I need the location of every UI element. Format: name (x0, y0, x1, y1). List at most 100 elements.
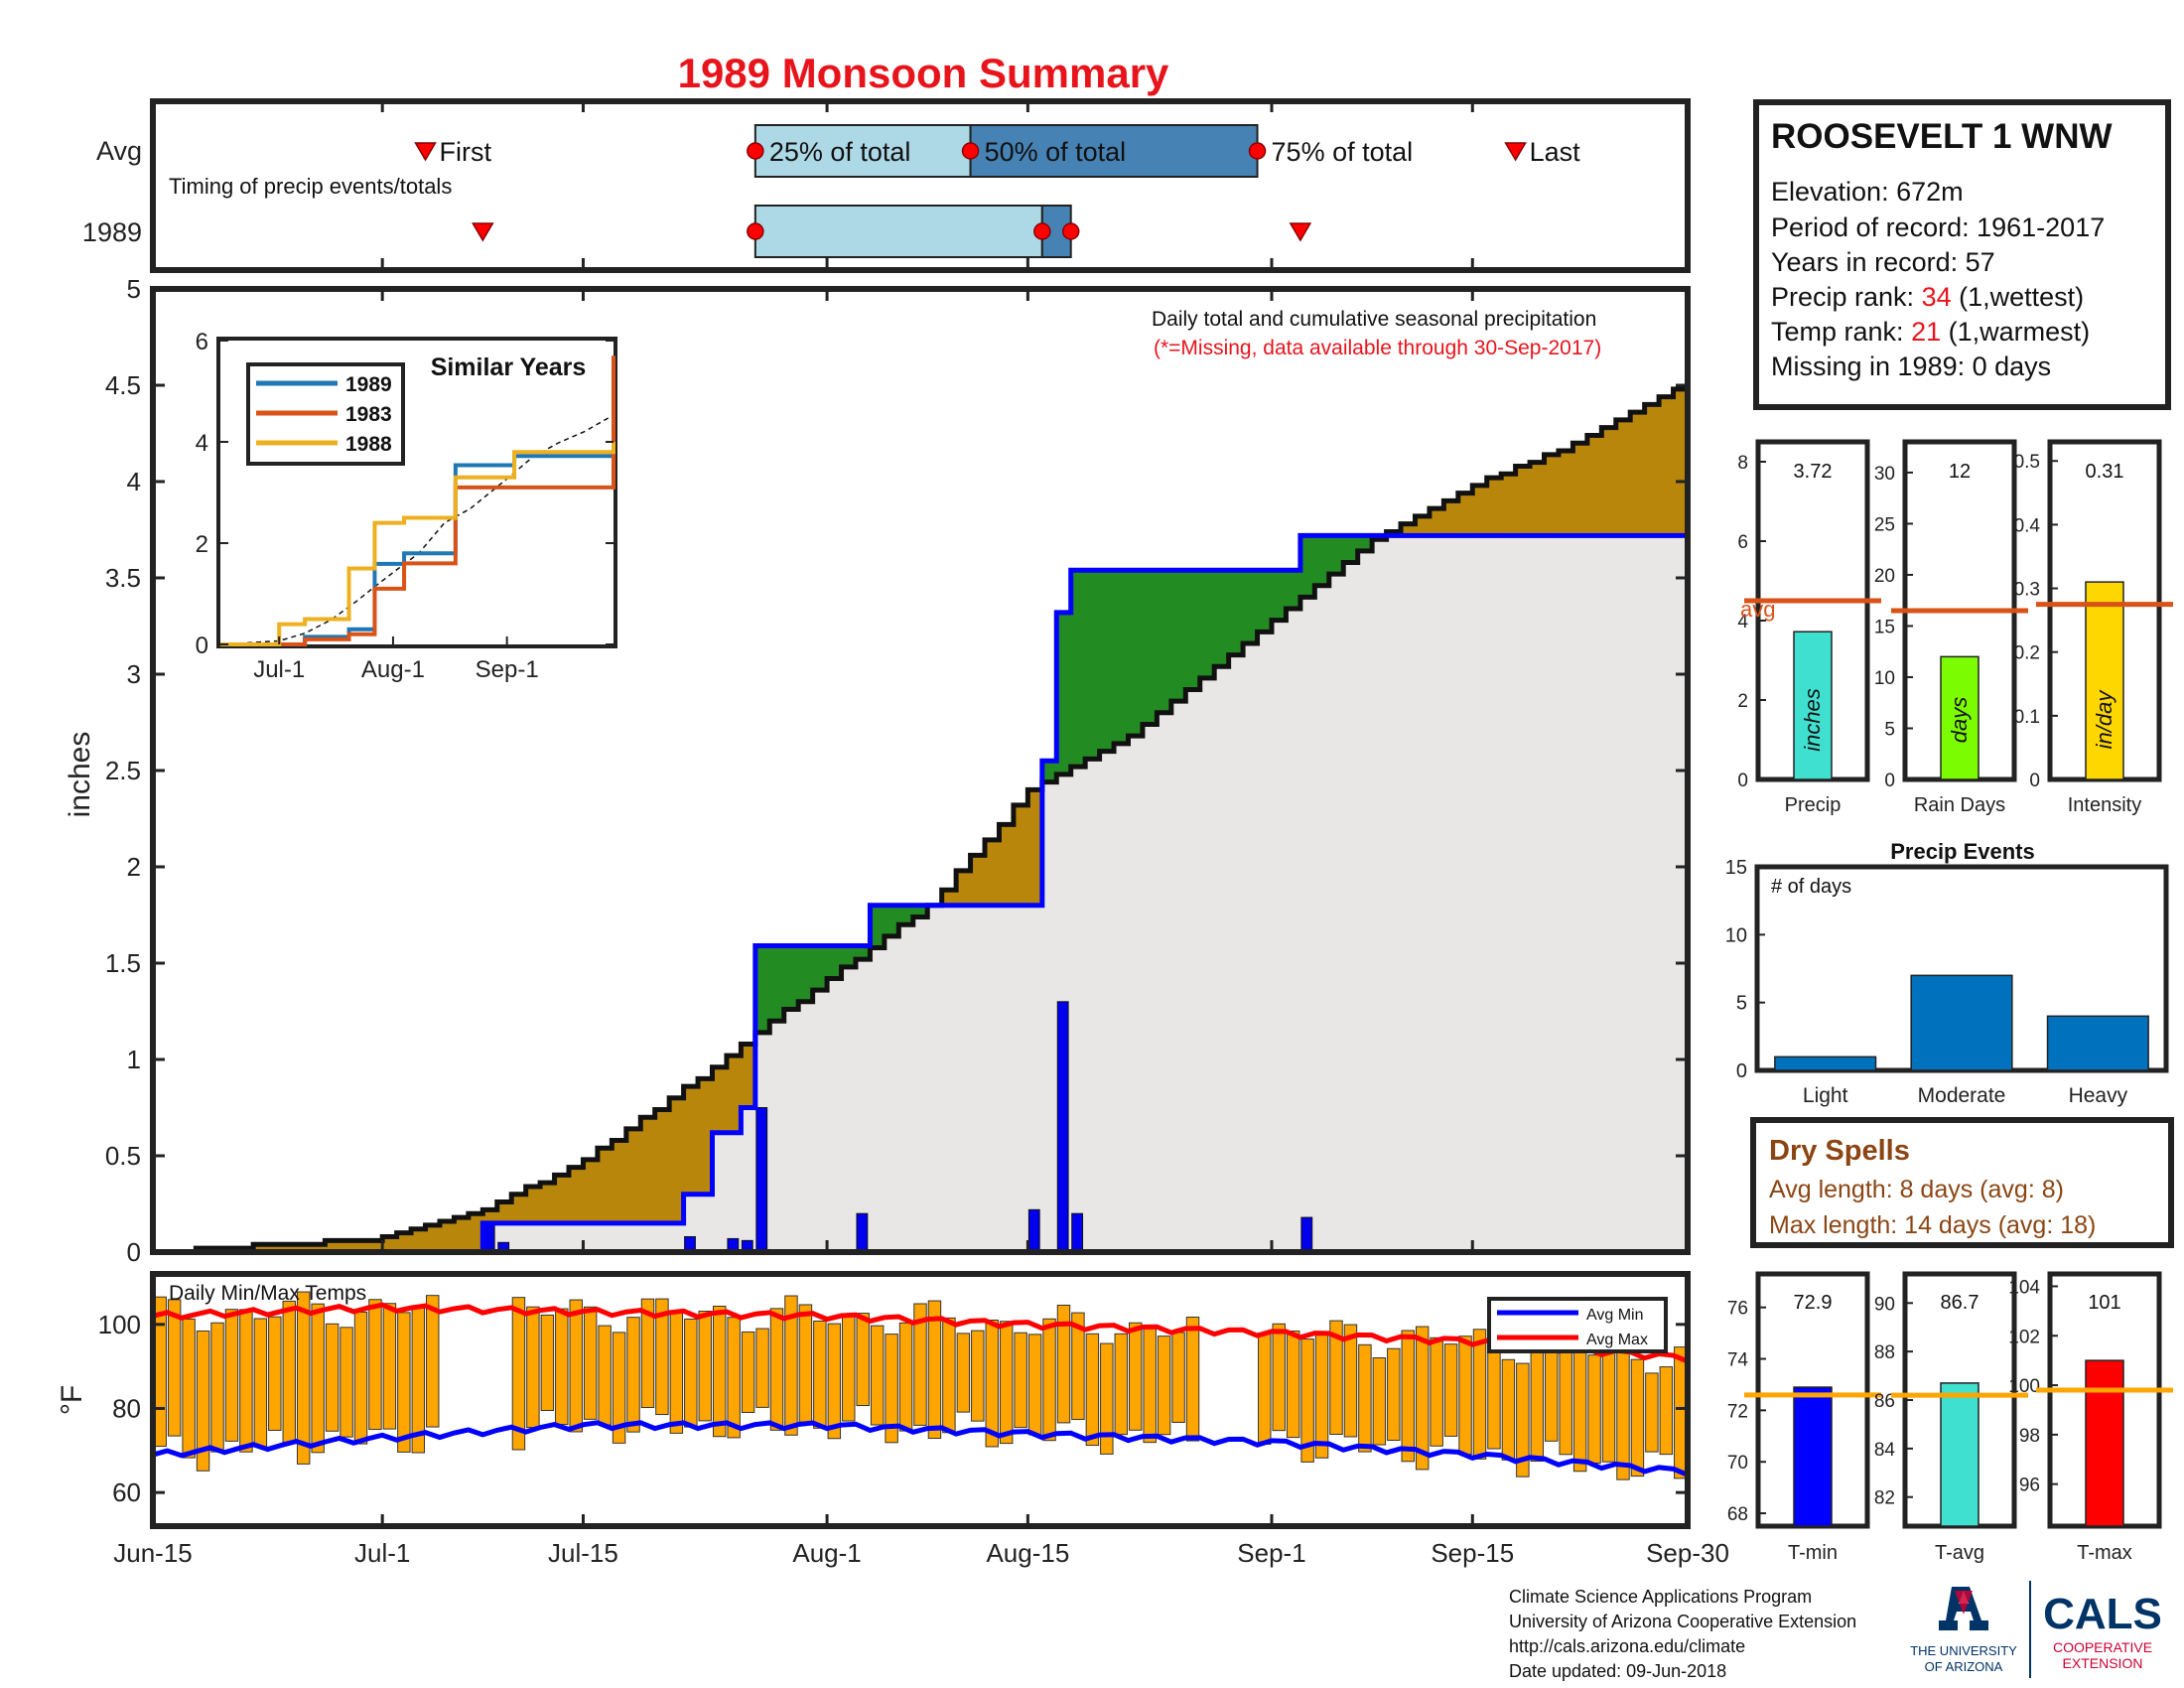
dry-spells-avg: Avg length: 8 days (avg: 8) (1769, 1176, 2064, 1203)
daily-temp-bar (885, 1334, 898, 1444)
above-average-area (1228, 570, 1244, 655)
cumulative-base-area (999, 905, 1015, 1252)
daily-temp-bar (239, 1309, 253, 1453)
summary-tick-label: 0.4 (2014, 515, 2041, 536)
cumulative-base-area (898, 924, 914, 1252)
cumulative-base-area (1314, 585, 1330, 1252)
cumulative-base-area (1070, 767, 1086, 1252)
ua-line2: OF ARIZONA (1925, 1659, 2003, 1674)
summary-bar-precip (1793, 631, 1833, 780)
above-average-area (1128, 570, 1144, 737)
above-average-area (1299, 535, 1315, 598)
timing-label-75: 75% of total (1272, 137, 1414, 167)
y-tick-label: 2 (127, 852, 141, 882)
temp-summary-value-tmin: 72.9 (1794, 1292, 1833, 1314)
daily-temp-bar (927, 1300, 942, 1440)
summary-avg-label: avg (1740, 597, 1775, 622)
daily-temp-bar (1129, 1322, 1143, 1431)
below-average-area (525, 1187, 541, 1223)
temp-summary-tick-label: 84 (1874, 1440, 1896, 1461)
cumulative-base-area (1472, 535, 1488, 1252)
daily-temp-bar (1443, 1343, 1458, 1437)
daily-temp-bar (755, 1328, 769, 1408)
summary-tick-label: 0.3 (2014, 580, 2040, 601)
daily-temp-bar (999, 1321, 1014, 1445)
cumulative-base-area (1443, 535, 1459, 1252)
daily-temp-bar (224, 1309, 239, 1442)
y-tick-label: 2.5 (105, 756, 141, 785)
cumulative-base-area (1515, 535, 1531, 1252)
precip-events-ylabel: # of days (1771, 876, 1851, 898)
legend-label-1983: 1983 (345, 403, 392, 426)
above-average-area (1271, 570, 1288, 621)
below-average-area (712, 1066, 728, 1133)
daily-temp-bar (598, 1325, 612, 1426)
observed-cumulative-line (153, 532, 1688, 1255)
cumulative-base-area (511, 1222, 527, 1252)
daily-temp-bar (1300, 1338, 1314, 1463)
summary-box-precip (1755, 439, 1870, 782)
below-average-area (1659, 396, 1675, 536)
temp-summary-label-tavg: T-avg (1935, 1542, 1984, 1564)
inset-y-label: 0 (196, 633, 208, 659)
temp-summary-label-tmin: T-min (1788, 1542, 1838, 1564)
daily-temp-bar (253, 1318, 268, 1448)
daily-temp-bar (167, 1299, 182, 1437)
below-average-area (1472, 485, 1488, 536)
cumulative-base-area (612, 1222, 627, 1252)
temp-summary-tick-label: 88 (1874, 1342, 1895, 1363)
x-axis-label: Aug-1 (792, 1538, 861, 1568)
summary-unit-precip: inches (1800, 688, 1825, 752)
daily-temp-bar (1157, 1336, 1171, 1436)
temp-y-label: 60 (112, 1477, 141, 1507)
cumulative-base-area (1601, 535, 1617, 1252)
below-average-area (625, 1128, 641, 1223)
daily-temp-bar (569, 1299, 583, 1433)
below-average-area (382, 1236, 398, 1252)
summary-unit-rain_days: days (1947, 697, 1972, 743)
above-average-area (1170, 570, 1186, 702)
station-name: ROOSEVELT 1 WNW (1771, 117, 2113, 156)
above-average-area (1214, 570, 1230, 667)
daily-temp-bar (798, 1304, 813, 1423)
cumulative-base-area (654, 1222, 670, 1252)
event-tick-label: 5 (1736, 993, 1747, 1015)
cumulative-base-area (884, 935, 899, 1252)
cumulative-base-area (1558, 535, 1574, 1252)
cumulative-base-area (525, 1222, 541, 1252)
below-average-area (1415, 515, 1431, 536)
summary-tick-label: 25 (1874, 514, 1895, 535)
temp-summary-bars: 68 70 72 74 76 72.9 T-min 82 84 86 88 90 86.7 T-avg 96… (1727, 1271, 2173, 1564)
daily-temp-bar (842, 1314, 856, 1422)
daily-temp-bar (971, 1330, 985, 1422)
daily-temp-bar (898, 1322, 913, 1432)
cumulative-base-area (698, 1194, 714, 1252)
summary-bars: 0 2 4 6 8 3.72 inches Precip avg 0 5 10 15 20 25 30 12 da… (1737, 439, 2173, 816)
cumulative-base-area (1586, 535, 1602, 1252)
cumulative-base-area (769, 1021, 785, 1252)
temp-summary-tick-label: 98 (2019, 1426, 2040, 1447)
below-average-area (482, 1209, 498, 1223)
above-average-area (812, 945, 828, 991)
cumulative-base-area (827, 978, 843, 1252)
timing-triangle (472, 222, 494, 242)
x-axis-label: Jul-1 (354, 1538, 410, 1568)
below-average-area (1443, 500, 1459, 536)
y-tick-label: 5 (127, 274, 141, 304)
daily-temp-bar (1056, 1304, 1071, 1424)
ua-line1: THE UNIVERSITY (1910, 1643, 2017, 1658)
above-average-area (783, 945, 799, 1010)
daily-temp-bar (1143, 1326, 1157, 1444)
cumulative-base-area (1114, 743, 1130, 1252)
daily-temp-bar (268, 1316, 282, 1432)
station-elevation: Elevation: 672m (1771, 177, 1964, 207)
daily-temp-bar (296, 1291, 311, 1465)
cumulative-base-area (597, 1222, 613, 1252)
below-average-area (1501, 474, 1517, 536)
below-average-area (956, 870, 972, 906)
cumulative-base-area (1501, 535, 1517, 1252)
daily-temp-bar (612, 1332, 626, 1444)
summary-tick-label: 4 (1737, 612, 1748, 633)
daily-temp-bar (985, 1320, 999, 1448)
above-average-area (1099, 570, 1115, 752)
